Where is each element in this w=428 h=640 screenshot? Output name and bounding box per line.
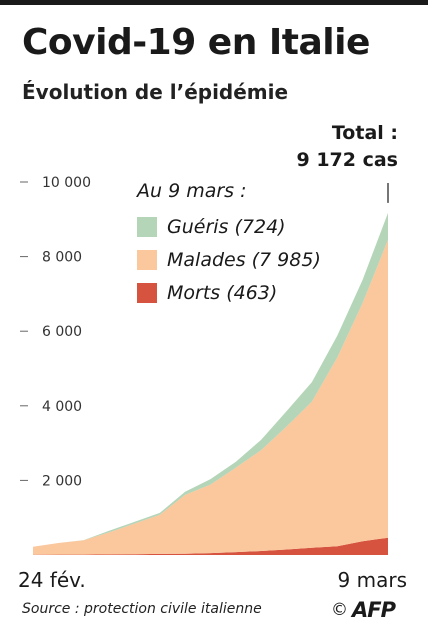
legend-swatch-morts [137,282,157,303]
chart-subtitle: Évolution de l’épidémie [22,80,289,104]
x-label-end: 9 mars [337,568,407,592]
area-malades [33,239,388,555]
y-tick-label: 8 000 [42,250,82,266]
area-morts [33,537,388,555]
legend-item-gueris: Guéris (724) [137,210,321,243]
chart-title: Covid-19 en Italie [22,22,370,63]
area-gueris [33,212,388,547]
y-tick-label: 2 000 [42,473,82,489]
afp-logo: AFP [352,598,396,622]
legend-label-morts: Morts (463) [167,281,278,304]
total-annotation: Total : 9 172 cas [296,120,398,174]
legend-swatch-gueris [137,216,157,237]
y-tick-label: 4 000 [42,399,82,415]
x-label-start: 24 fév. [18,568,86,592]
total-label: Total : [331,122,398,144]
legend-item-morts: Morts (463) [137,276,321,309]
y-tick-label: 10 000 [42,175,91,191]
legend: Au 9 mars : Guéris (724) Malades (7 985)… [137,180,321,309]
source-note: Source : protection civile italienne [22,601,262,617]
y-tick-label: 6 000 [42,324,82,340]
legend-label-gueris: Guéris (724) [167,215,286,238]
legend-title: Au 9 mars : [137,180,247,202]
legend-label-malades: Malades (7 985) [167,248,321,271]
legend-swatch-malades [137,249,157,270]
legend-item-malades: Malades (7 985) [137,243,321,276]
copyright-symbol: © [331,600,348,620]
total-value: 9 172 cas [296,149,398,171]
top-rule [0,0,428,5]
